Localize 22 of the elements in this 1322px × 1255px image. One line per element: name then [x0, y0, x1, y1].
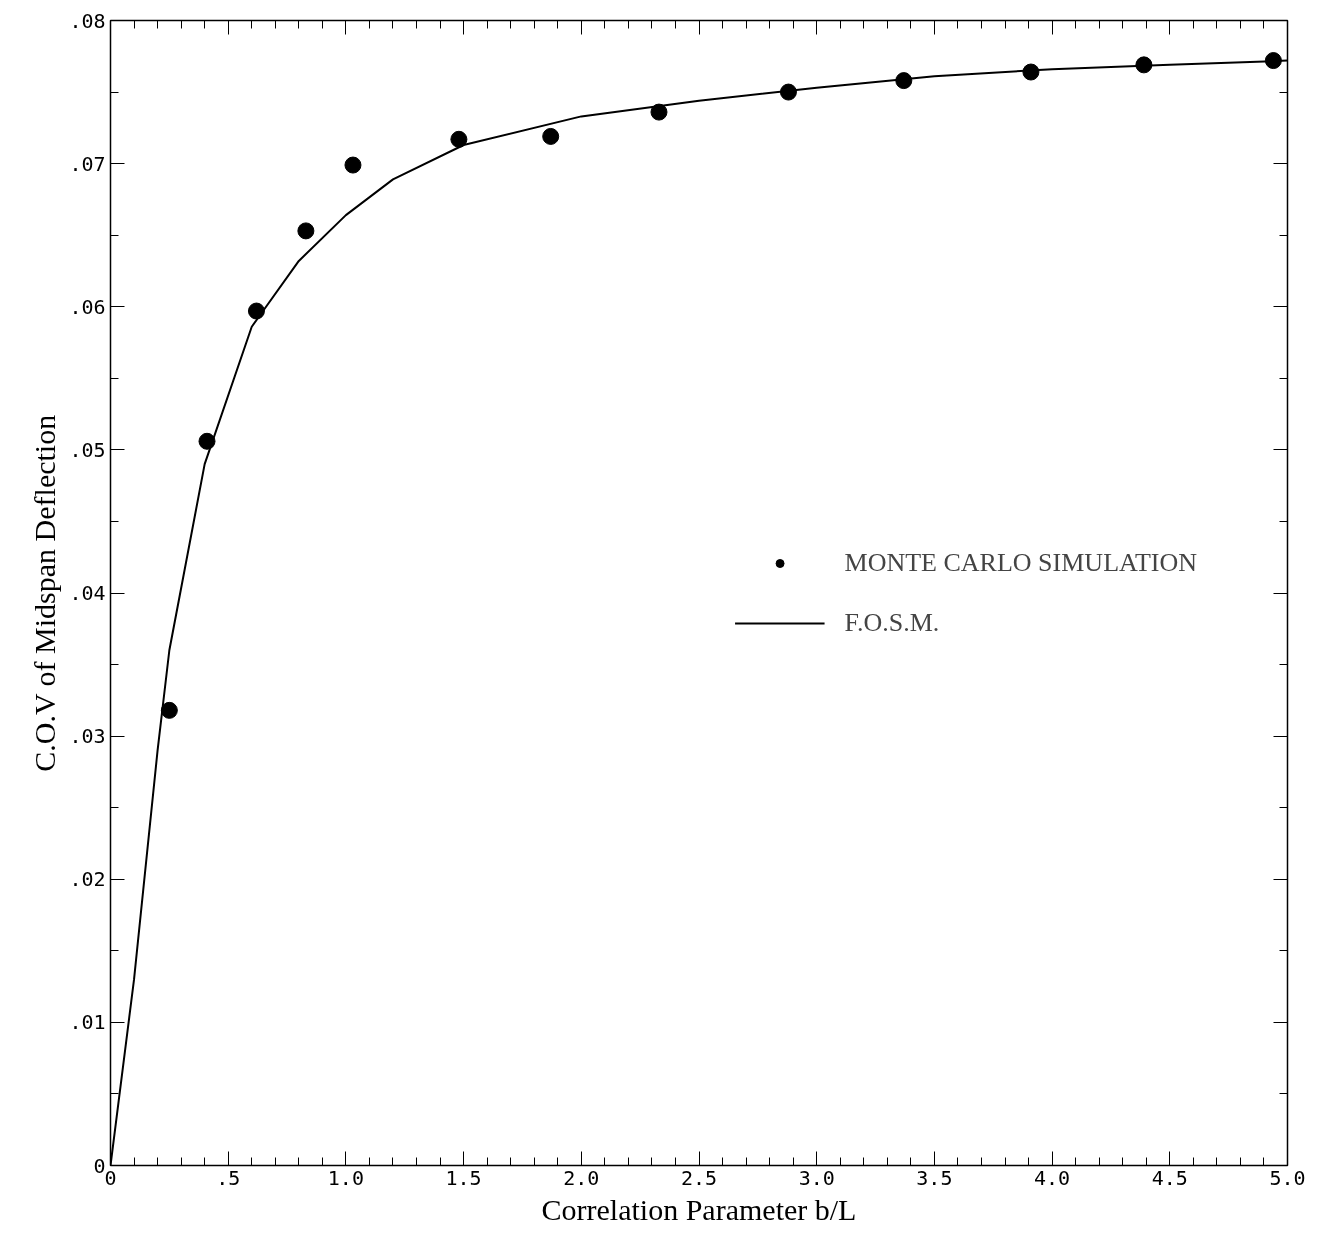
x-tick-label: 1.5 — [445, 1165, 482, 1190]
y-axis-title: C.O.V of Midspan Deflection — [28, 414, 62, 772]
x-tick-label: 5.0 — [1269, 1165, 1306, 1190]
y-tick-label: .08 — [69, 8, 106, 33]
x-tick-label: 2.5 — [680, 1165, 718, 1190]
legend-label: F.O.S.M. — [844, 607, 940, 638]
x-tick-label: 4.0 — [1034, 1165, 1071, 1190]
y-tick-label: .07 — [69, 151, 106, 176]
x-axis-title: Correlation Parameter b/L — [541, 1192, 857, 1226]
y-tick-label: .04 — [69, 581, 106, 605]
legend-label: MONTE CARLO SIMULATION — [844, 547, 1197, 578]
y-tick-label: .01 — [69, 1010, 106, 1035]
x-tick-label: 4.5 — [1151, 1165, 1188, 1190]
x-tick-label: 1.0 — [327, 1165, 364, 1190]
y-tick-label: .06 — [69, 294, 106, 319]
x-tick-label: 3.0 — [798, 1165, 835, 1190]
y-tick-label: .02 — [69, 867, 106, 892]
x-tick-label: 3.5 — [916, 1165, 953, 1190]
y-tick-label: .03 — [69, 724, 106, 749]
y-tick-label: .05 — [69, 437, 106, 462]
x-tick-label: .5 — [216, 1165, 241, 1190]
x-tick-label: 2.0 — [563, 1165, 600, 1190]
